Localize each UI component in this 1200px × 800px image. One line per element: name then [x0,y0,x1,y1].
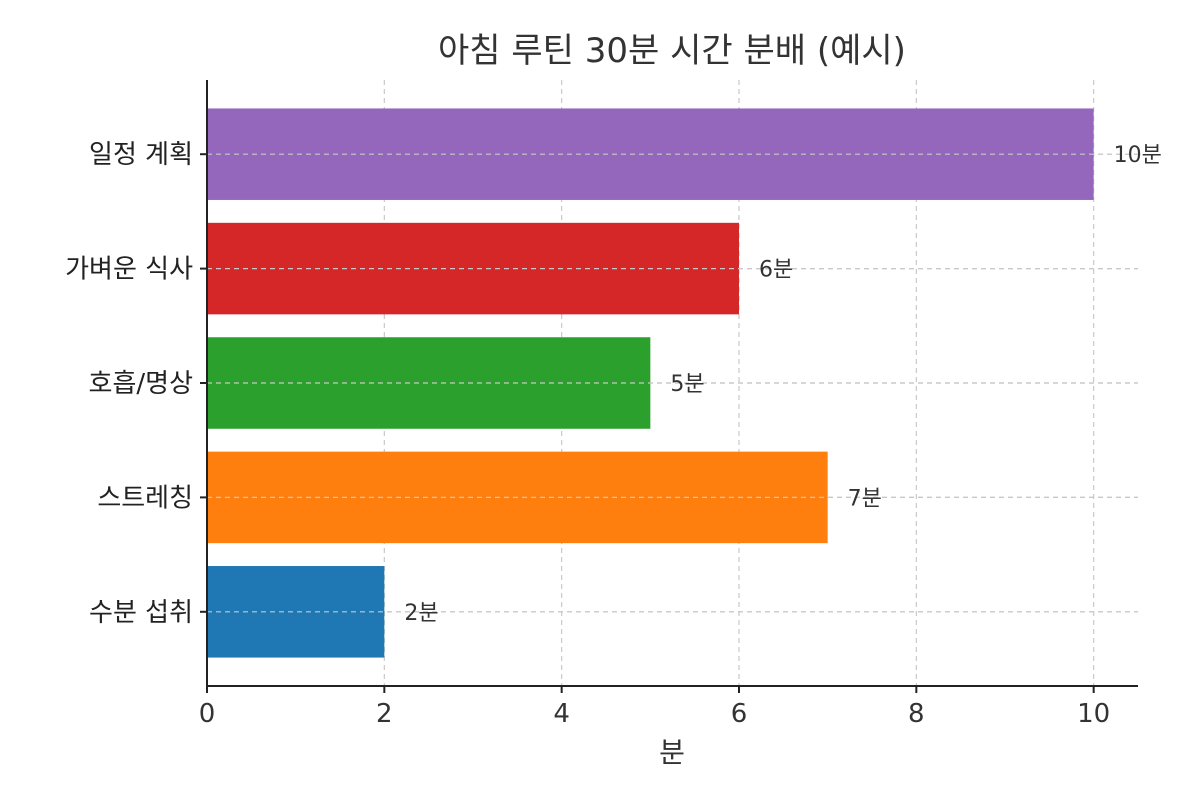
x-tick-label: 8 [908,699,925,729]
bar-value-label: 2분 [404,601,438,626]
y-category-label: 스트레칭 [97,483,193,513]
bars [207,108,1138,658]
x-tick-label: 2 [376,699,393,729]
x-ticks: 0 2 4 6 8 10 [199,686,1110,729]
x-axis-label: 분 [659,736,685,769]
data-labels: 2분 7분 5분 6분 10분 [404,143,1162,626]
y-category-label: 가벼운 식사 [65,255,193,285]
bar-value-label: 10분 [1114,143,1162,168]
x-tick-label: 6 [731,699,748,729]
y-category-labels: 수분 섭취 스트레칭 호흡/명상 가벼운 식사 일정 계획 [65,140,207,628]
bar-value-label: 7분 [848,486,882,511]
y-category-label: 수분 섭취 [89,598,193,628]
y-category-label: 호흡/명상 [89,369,193,399]
y-category-label: 일정 계획 [89,140,193,170]
bar-value-label: 6분 [759,258,793,283]
x-tick-label: 10 [1077,699,1110,729]
bar [207,566,385,658]
x-tick-label: 0 [199,699,216,729]
x-tick-label: 4 [553,699,570,729]
chart-title: 아침 루틴 30분 시간 분배 (예시) [438,31,906,71]
bar-value-label: 5분 [670,372,704,397]
